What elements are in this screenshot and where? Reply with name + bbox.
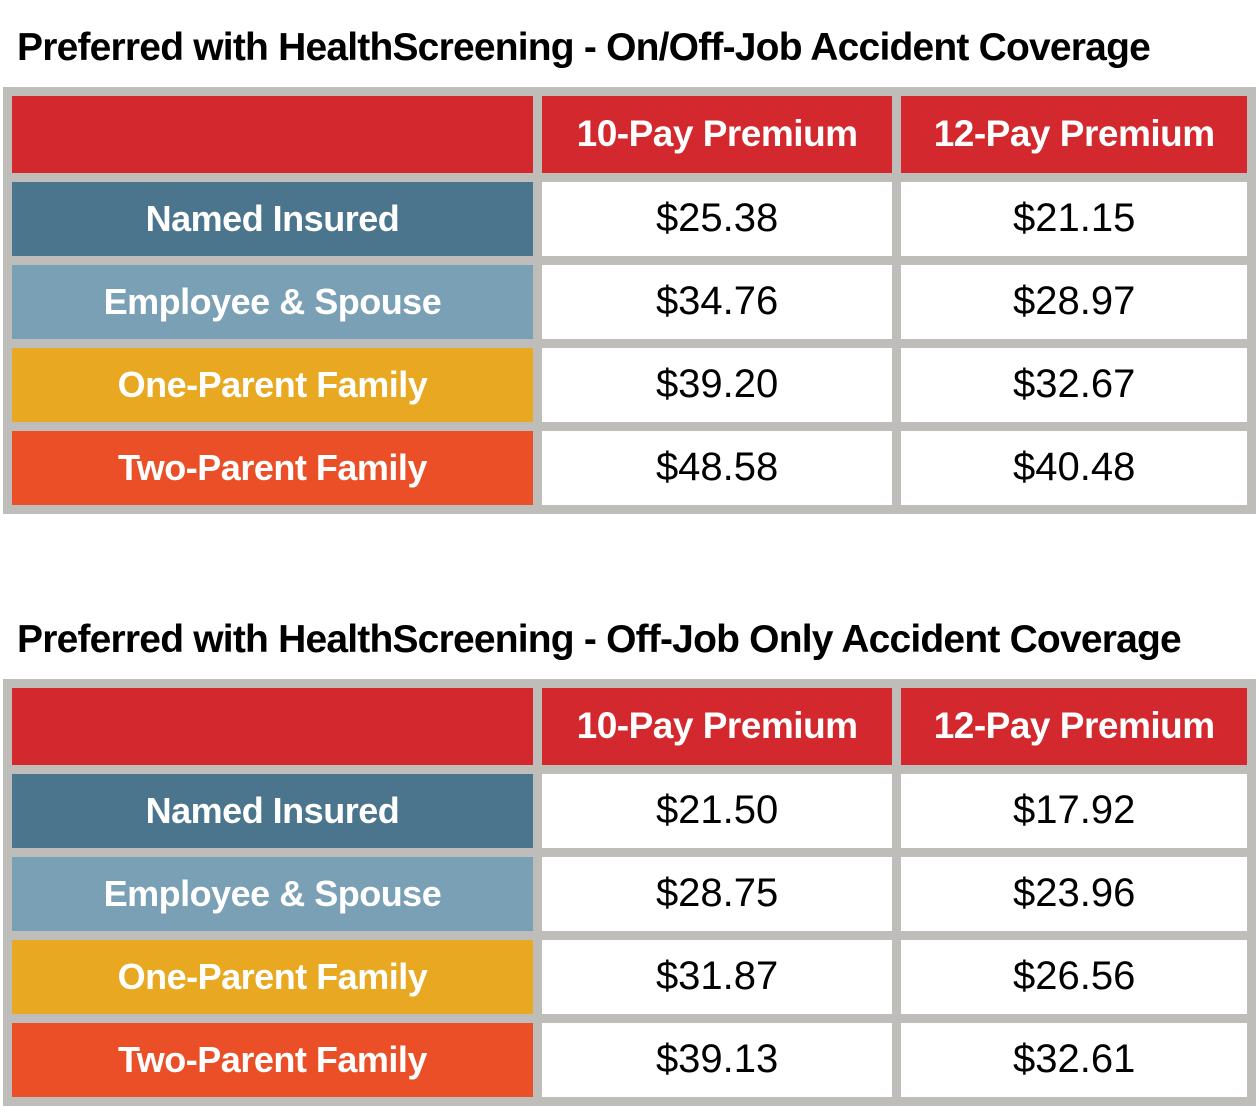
column-header-12-pay: 12-Pay Premium — [901, 95, 1247, 173]
coverage-tier-label: One-Parent Family — [12, 939, 533, 1014]
coverage-tier-label: Employee & Spouse — [12, 264, 533, 339]
table-row-two-parent-family: Two-Parent Family $39.13 $32.61 — [12, 1022, 1247, 1097]
premium-value-12-pay: $17.92 — [901, 773, 1247, 848]
header-row: 10-Pay Premium 12-Pay Premium — [12, 95, 1247, 173]
premium-value-10-pay: $28.75 — [541, 856, 893, 931]
table-row-two-parent-family: Two-Parent Family $48.58 $40.48 — [12, 430, 1247, 505]
coverage-tier-label: Two-Parent Family — [12, 430, 533, 505]
table-row-named-insured: Named Insured $21.50 $17.92 — [12, 773, 1247, 848]
table-row-employee-spouse: Employee & Spouse $34.76 $28.97 — [12, 264, 1247, 339]
on-off-job-coverage-section: Preferred with HealthScreening - On/Off-… — [0, 0, 1259, 514]
premium-value-12-pay: $23.96 — [901, 856, 1247, 931]
premium-value-10-pay: $21.50 — [541, 773, 893, 848]
off-job-only-coverage-section: Preferred with HealthScreening - Off-Job… — [0, 618, 1259, 1106]
coverage-tier-label: Employee & Spouse — [12, 856, 533, 931]
corner-cell — [12, 95, 533, 173]
table-row-one-parent-family: One-Parent Family $31.87 $26.56 — [12, 939, 1247, 1014]
corner-cell — [12, 687, 533, 765]
table-title-off-job-only: Preferred with HealthScreening - Off-Job… — [17, 617, 1182, 661]
premium-value-12-pay: $32.67 — [901, 347, 1247, 422]
table-row-named-insured: Named Insured $25.38 $21.15 — [12, 181, 1247, 256]
coverage-tier-label: Named Insured — [12, 773, 533, 848]
premium-value-10-pay: $48.58 — [541, 430, 893, 505]
table-row-one-parent-family: One-Parent Family $39.20 $32.67 — [12, 347, 1247, 422]
premium-value-10-pay: $39.13 — [541, 1022, 893, 1097]
premium-table-on-off-job: 10-Pay Premium 12-Pay Premium Named Insu… — [3, 86, 1256, 514]
table-title-on-off-job: Preferred with HealthScreening - On/Off-… — [17, 26, 1151, 69]
premium-value-10-pay: $34.76 — [541, 264, 893, 339]
premium-value-12-pay: $28.97 — [901, 264, 1247, 339]
coverage-tier-label: Two-Parent Family — [12, 1022, 533, 1097]
coverage-tier-label: Named Insured — [12, 181, 533, 256]
table-row-employee-spouse: Employee & Spouse $28.75 $23.96 — [12, 856, 1247, 931]
column-header-12-pay: 12-Pay Premium — [901, 687, 1247, 765]
coverage-tier-label: One-Parent Family — [12, 347, 533, 422]
column-header-10-pay: 10-Pay Premium — [541, 95, 893, 173]
premium-value-12-pay: $26.56 — [901, 939, 1247, 1014]
premium-table-off-job-only: 10-Pay Premium 12-Pay Premium Named Insu… — [3, 678, 1256, 1106]
premium-value-10-pay: $25.38 — [541, 181, 893, 256]
premium-value-12-pay: $40.48 — [901, 430, 1247, 505]
header-row: 10-Pay Premium 12-Pay Premium — [12, 687, 1247, 765]
premium-value-12-pay: $21.15 — [901, 181, 1247, 256]
premium-value-10-pay: $39.20 — [541, 347, 893, 422]
column-header-10-pay: 10-Pay Premium — [541, 687, 893, 765]
premium-value-12-pay: $32.61 — [901, 1022, 1247, 1097]
premium-value-10-pay: $31.87 — [541, 939, 893, 1014]
